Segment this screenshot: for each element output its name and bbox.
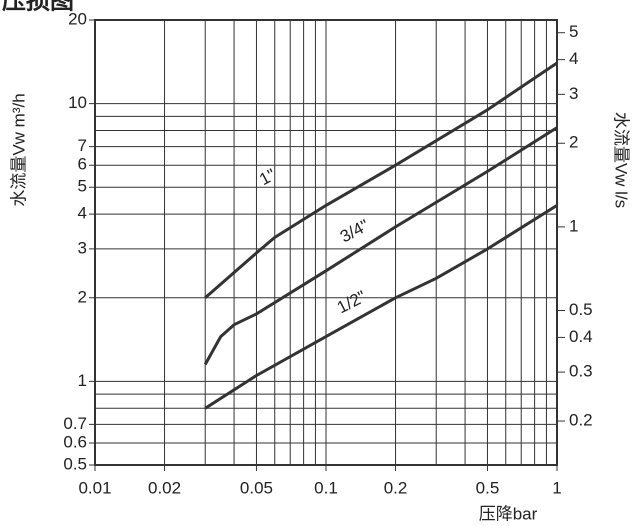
- y2-tick-label: 1: [569, 216, 578, 235]
- x-tick-label: 0.1: [314, 478, 338, 497]
- line-series: [204, 204, 558, 410]
- series-label: 3/4": [337, 216, 372, 247]
- y-tick-label: 7: [78, 136, 87, 155]
- y-tick-label: 0.7: [63, 414, 87, 433]
- line-series: [203, 126, 558, 366]
- y2-tick-label: 5: [569, 22, 578, 41]
- plot-frame: [94, 19, 558, 466]
- y-tick-label: 6: [78, 155, 87, 174]
- x-tick-label: 0.5: [476, 478, 500, 497]
- y2-tick-label: 0.4: [569, 327, 593, 346]
- series-label: 1": [256, 165, 279, 189]
- y2-tick-label: 0.3: [569, 362, 593, 381]
- y2-axis-label: 水流量Vw l/s: [612, 112, 631, 208]
- y2-tick-label: 3: [569, 84, 578, 103]
- x-tick-label: 0.05: [240, 478, 273, 497]
- x-tick-label: 0.01: [78, 478, 111, 497]
- y2-tick-label: 0.5: [569, 300, 593, 319]
- y2-tick-label: 0.2: [569, 411, 593, 430]
- y-tick-label: 4: [78, 204, 87, 223]
- y-tick-label: 0.5: [63, 454, 87, 473]
- y-axis-label: 水流量Vw m³/h: [9, 93, 28, 206]
- y-tick-label: 5: [78, 177, 87, 196]
- y-tick-label: 3: [78, 238, 87, 257]
- y2-tick-label: 2: [569, 133, 578, 152]
- y-tick-label: 20: [68, 9, 87, 28]
- line-series: [204, 61, 558, 299]
- y2-tick-label: 4: [569, 49, 578, 68]
- y-tick-label: 2: [78, 287, 87, 306]
- y-tick-label: 0.6: [63, 432, 87, 451]
- y-tick-label: 10: [68, 93, 87, 112]
- y-tick-label: 1: [78, 371, 87, 390]
- x-tick-label: 0.02: [148, 478, 181, 497]
- x-tick-label: 1: [552, 478, 561, 497]
- x-tick-label: 0.2: [384, 478, 408, 497]
- chart-title: 压损图: [2, 0, 74, 14]
- x-axis-label: 压降bar: [479, 504, 538, 523]
- series-label: 1/2": [334, 287, 369, 317]
